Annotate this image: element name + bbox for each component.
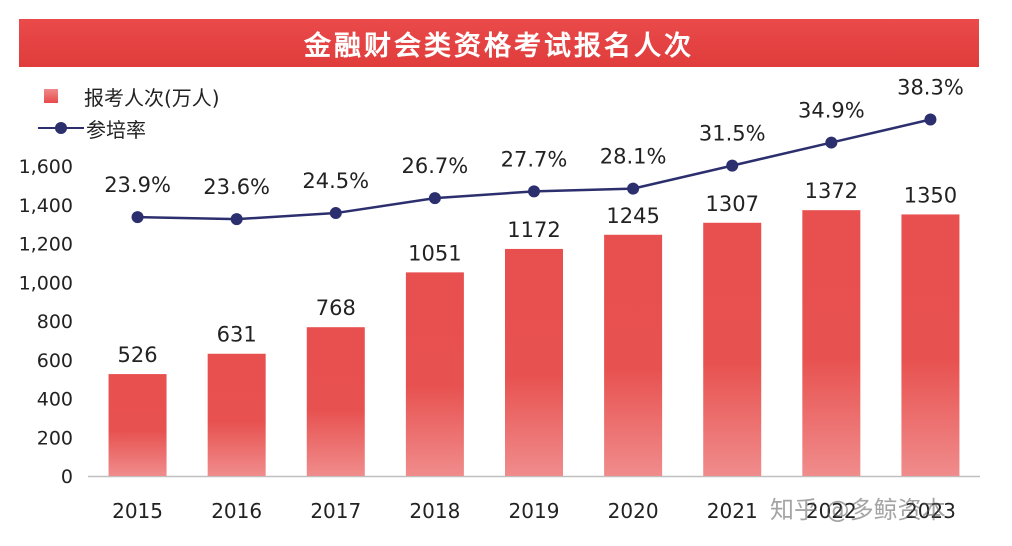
rate-point [528, 185, 540, 198]
bar [505, 248, 563, 476]
rate-value-label: 23.9% [104, 173, 171, 197]
legend-line-label: 参培率 [86, 117, 146, 142]
bar-value-label: 1051 [408, 241, 461, 265]
x-tick-label: 2023 [905, 499, 956, 523]
x-tick-label: 2016 [211, 499, 262, 523]
rate-point [329, 207, 342, 220]
bar-value-label: 1307 [705, 192, 758, 216]
rate-point [131, 211, 144, 224]
rate-value-label: 24.5% [302, 169, 369, 193]
bar [405, 272, 464, 476]
bar [207, 353, 266, 476]
rate-value-label: 26.7% [402, 154, 469, 178]
y-tick-label: 600 [37, 350, 73, 372]
legend-bar-label: 报考人次(万人) [84, 85, 220, 110]
legend: 报考人次(万人) 参培率 [38, 80, 220, 144]
x-tick-label: 2021 [707, 499, 758, 523]
rate-value-label: 23.6% [203, 175, 270, 199]
rate-point [230, 213, 243, 226]
y-tick-label: 1,600 [19, 156, 73, 178]
rate-value-label: 31.5% [699, 122, 766, 146]
rate-point [825, 136, 838, 149]
rate-value-label: 34.9% [798, 99, 865, 123]
watermark: 知乎 @多鲸资本 [770, 496, 946, 524]
x-tick-label: 2017 [310, 499, 361, 523]
y-tick-label: 1,000 [19, 272, 73, 294]
y-tick-label: 0 [61, 466, 73, 488]
bar-value-label: 1372 [805, 179, 858, 203]
bar-value-label: 768 [316, 296, 356, 320]
chart-title: 金融财会类资格考试报名人次 [19, 19, 979, 67]
x-tick-label: 2015 [112, 499, 163, 523]
bar-value-label: 1172 [507, 218, 560, 242]
y-tick-label: 200 [37, 427, 73, 449]
rate-value-label: 28.1% [600, 145, 667, 169]
bar-value-label: 631 [217, 323, 257, 347]
bar-value-label: 1350 [904, 183, 957, 207]
bar-value-label: 526 [118, 343, 158, 367]
legend-item-bar: 报考人次(万人) [38, 80, 220, 112]
x-tick-label: 2020 [608, 499, 659, 523]
legend-line-swatch [38, 121, 84, 135]
bar [108, 374, 167, 476]
rate-point [428, 192, 441, 205]
bar [604, 234, 663, 476]
rate-value-label: 38.3% [897, 76, 964, 100]
x-tick-label: 2019 [509, 499, 560, 523]
bar [703, 222, 762, 476]
y-tick-label: 1,400 [19, 195, 73, 217]
bar [306, 327, 365, 476]
rate-point [924, 113, 937, 126]
rate-point [627, 182, 640, 195]
legend-bar-swatch [44, 89, 58, 103]
x-tick-label: 2022 [806, 499, 857, 523]
bar [802, 210, 861, 477]
x-tick-label: 2018 [409, 499, 460, 523]
rate-point [726, 159, 739, 172]
legend-item-line: 参培率 [38, 112, 220, 144]
rate-value-label: 27.7% [501, 147, 568, 171]
y-tick-label: 400 [37, 389, 73, 411]
y-tick-label: 800 [37, 311, 73, 333]
bar [901, 214, 960, 476]
y-tick-label: 1,200 [19, 234, 73, 256]
bar-value-label: 1245 [606, 204, 659, 228]
